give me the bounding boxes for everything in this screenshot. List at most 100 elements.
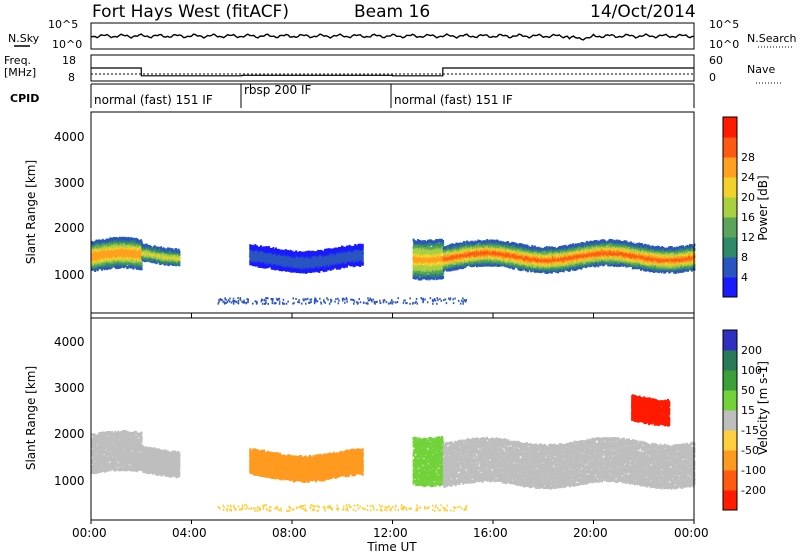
data-cell	[347, 259, 350, 263]
data-cell	[98, 263, 101, 267]
data-cell	[439, 254, 441, 258]
data-cell	[436, 249, 439, 253]
data-cell	[412, 264, 415, 268]
data-cell	[346, 264, 348, 268]
data-cell	[415, 276, 418, 280]
data-cell	[435, 272, 438, 276]
nsearch-tick-bottom: 10^0	[709, 38, 739, 51]
cpid-mode-2: rbsp 200 IF	[244, 83, 311, 97]
data-cell	[111, 250, 114, 253]
data-cell	[319, 250, 321, 253]
data-cell	[424, 247, 427, 251]
data-cell	[175, 248, 178, 252]
data-cell	[421, 250, 424, 254]
data-cell	[341, 262, 344, 266]
data-cell	[178, 261, 181, 265]
data-cell	[253, 258, 256, 262]
data-cell	[112, 258, 115, 262]
data-cell	[332, 265, 335, 269]
data-cell	[95, 257, 98, 261]
data-cell	[417, 239, 419, 243]
data-cell	[420, 269, 423, 273]
data-cell	[130, 249, 133, 253]
data-cell	[111, 247, 114, 251]
data-cell	[168, 262, 171, 266]
data-cell	[450, 267, 453, 271]
data-cell	[337, 247, 340, 250]
data-cell	[135, 260, 137, 264]
data-cell	[317, 260, 320, 263]
data-cell	[358, 253, 361, 257]
data-cell	[429, 268, 432, 272]
data-cell	[115, 249, 118, 253]
data-cell	[115, 266, 118, 270]
data-cell	[135, 237, 138, 241]
data-cell	[444, 255, 447, 259]
data-cell	[430, 247, 433, 251]
data-cell	[325, 250, 328, 254]
data-cell	[138, 264, 141, 268]
data-cell	[427, 258, 430, 262]
data-cell	[93, 256, 96, 260]
data-cell	[100, 239, 103, 243]
data-cell	[430, 274, 433, 278]
data-cell	[417, 266, 419, 270]
data-cell	[109, 255, 112, 259]
nave-tick-top: 60	[709, 54, 723, 67]
data-cell	[110, 264, 113, 268]
data-cell	[97, 260, 100, 264]
data-cell	[424, 254, 427, 258]
data-cell	[133, 262, 136, 266]
data-cell	[285, 249, 288, 253]
data-cell	[99, 259, 102, 263]
data-cell	[143, 248, 146, 252]
data-cell	[415, 262, 418, 266]
freq-tick-top: 18	[62, 54, 76, 67]
data-cell	[416, 241, 419, 245]
data-cell	[123, 242, 125, 246]
data-cell	[137, 252, 140, 256]
data-cell	[138, 247, 141, 251]
data-cell	[273, 264, 276, 268]
data-cell	[415, 272, 418, 276]
data-cell	[277, 248, 280, 252]
data-cell	[428, 275, 431, 279]
data-cell	[442, 240, 445, 243]
data-cell	[111, 245, 114, 249]
data-cell	[432, 262, 435, 266]
data-cell	[104, 260, 107, 264]
data-cell	[438, 250, 441, 254]
data-cell	[308, 263, 311, 267]
data-cell	[135, 246, 138, 250]
data-cell	[121, 245, 124, 249]
data-cell	[124, 263, 127, 267]
data-cell	[449, 243, 452, 247]
data-cell	[417, 257, 419, 261]
data-cell	[275, 247, 277, 251]
data-cell	[412, 238, 415, 242]
data-cell	[95, 264, 98, 268]
data-cell	[349, 247, 352, 251]
data-cell	[435, 277, 438, 281]
data-cell	[130, 242, 133, 246]
power-panel: 1000 2000 3000 4000 Slant Range [km] 481…	[24, 111, 770, 314]
data-cell	[431, 252, 434, 256]
data-cell	[99, 266, 102, 269]
data-cell	[322, 267, 325, 271]
cpid-label: CPID	[10, 92, 39, 105]
data-cell	[101, 242, 104, 246]
data-cell	[140, 267, 143, 271]
data-cell	[440, 262, 443, 266]
data-cell	[412, 267, 415, 270]
data-cell	[138, 258, 141, 262]
data-cell	[275, 265, 277, 269]
data-cell	[136, 260, 139, 264]
data-cell	[258, 264, 261, 268]
data-cell	[123, 245, 126, 249]
data-cell	[428, 243, 431, 247]
data-cell	[428, 277, 431, 281]
data-cell	[298, 263, 301, 267]
data-cell	[274, 267, 277, 271]
cpid-panel: CPID normal (fast) 151 IF rbsp 200 IF no…	[10, 83, 695, 108]
